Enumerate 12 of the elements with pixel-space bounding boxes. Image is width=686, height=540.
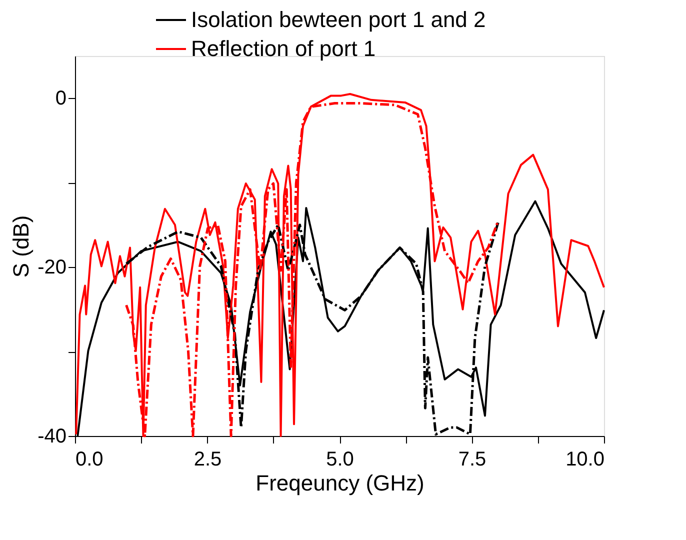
y-tick-label: -40: [38, 426, 66, 448]
legend-label: Reflection of port 1: [191, 36, 376, 61]
legend-label: Isolation bewteen port 1 and 2: [191, 7, 486, 32]
y-tick-label: -20: [38, 256, 66, 279]
x-tick-label: 0.0: [76, 448, 104, 470]
x-tick-label: 2.5: [194, 448, 222, 470]
x-tick-label: 7.5: [458, 448, 486, 470]
x-tick-label: 5.0: [326, 448, 354, 470]
y-tick-label: 0: [55, 88, 66, 110]
y-axis-title: S (dB): [8, 215, 34, 278]
x-tick-label: 10.0: [566, 448, 604, 470]
x-axis-title: Freqeuncy (GHz): [256, 470, 424, 496]
